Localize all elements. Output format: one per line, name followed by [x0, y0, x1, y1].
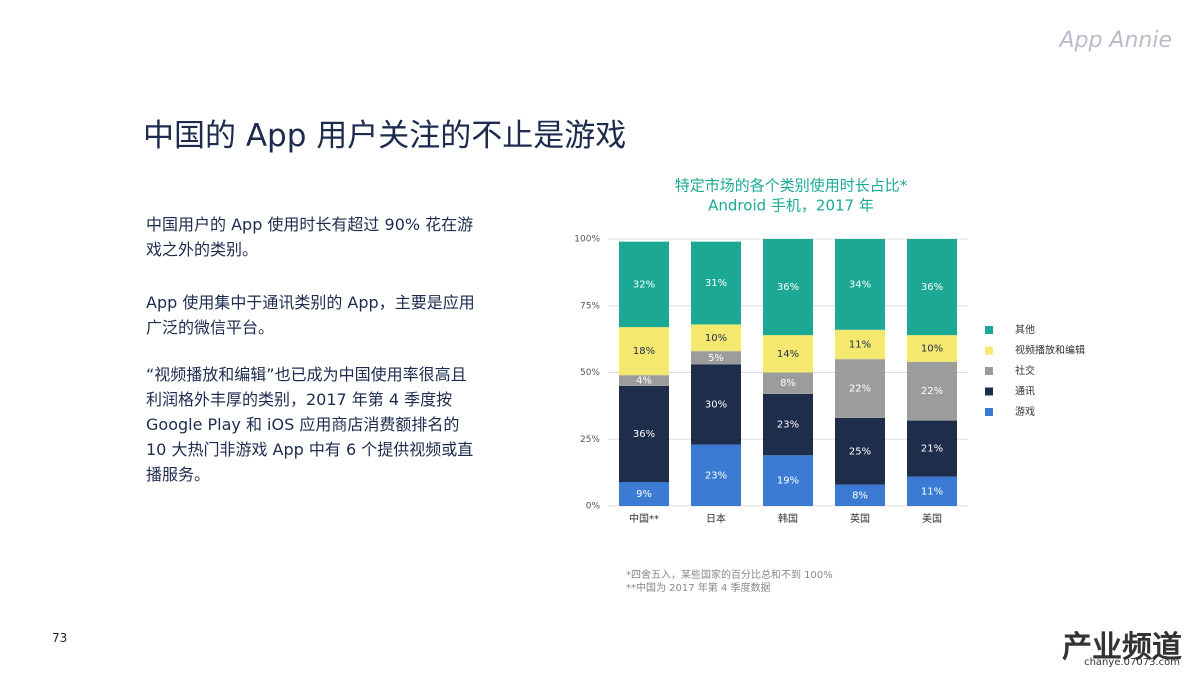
- data-label: 25%: [849, 446, 871, 457]
- watermark: chanye.07073.com: [1084, 657, 1180, 668]
- paragraph: “视频播放和编辑”也已成为中国使用率很高且利润格外丰厚的类别，2017 年第 4…: [146, 365, 474, 484]
- data-label: 36%: [921, 282, 943, 293]
- page-number: 73: [52, 631, 68, 645]
- data-label: 23%: [777, 420, 799, 431]
- x-tick-label: 美国: [922, 512, 942, 525]
- footnote: **中国为 2017 年第 4 季度数据: [626, 583, 771, 594]
- chart-title: 特定市场的各个类别使用时长占比*: [675, 177, 908, 195]
- data-label: 8%: [780, 378, 796, 389]
- bar-segment: [835, 484, 885, 506]
- data-label: 36%: [777, 282, 799, 293]
- bar-segment: [907, 335, 957, 362]
- slide-title: 中国的 App 用户关注的不止是游戏: [143, 118, 627, 154]
- data-label: 22%: [921, 386, 943, 397]
- bar-segment: [691, 324, 741, 352]
- bar-segment: [691, 351, 741, 365]
- legend-swatch: [985, 346, 993, 355]
- bar-segment: [835, 417, 885, 485]
- bar-segment: [763, 393, 813, 456]
- bar-segment: [835, 329, 885, 360]
- data-label: 11%: [849, 339, 871, 350]
- data-label: 18%: [633, 346, 655, 357]
- data-label: 36%: [633, 429, 655, 440]
- data-label: 10%: [705, 333, 727, 344]
- data-label: 4%: [636, 376, 652, 387]
- y-tick-label: 50%: [580, 368, 600, 378]
- bar-segment: [907, 361, 957, 421]
- bar-segment: [619, 241, 669, 328]
- data-label: 14%: [777, 349, 799, 360]
- data-label: 21%: [921, 444, 943, 455]
- legend-label: 游戏: [1015, 405, 1035, 418]
- y-tick-label: 0%: [586, 502, 601, 512]
- x-tick-label: 英国: [850, 512, 870, 525]
- bar-segment: [907, 420, 957, 477]
- paragraph: 中国用户的 App 使用时长有超过 90% 花在游戏之外的类别。: [146, 215, 474, 259]
- bar-segment: [835, 239, 885, 330]
- data-label: 8%: [852, 490, 868, 501]
- x-tick-label: 韩国: [778, 512, 798, 525]
- bar-segment: [619, 327, 669, 376]
- bar-segment: [763, 372, 813, 394]
- y-tick-label: 25%: [580, 435, 600, 445]
- data-label: 10%: [921, 343, 943, 354]
- data-label: 22%: [849, 384, 871, 395]
- data-label: 30%: [705, 400, 727, 411]
- bar-segment: [691, 364, 741, 445]
- chart-subtitle: Android 手机，2017 年: [708, 197, 874, 215]
- data-label: 31%: [705, 278, 727, 289]
- bar-segment: [619, 375, 669, 386]
- legend-swatch: [985, 387, 993, 396]
- footnote: *四舍五入，某些国家的百分比总和不到 100%: [626, 570, 833, 581]
- data-label: 32%: [633, 279, 655, 290]
- data-label: 5%: [708, 353, 724, 364]
- legend-swatch: [985, 408, 993, 416]
- bar-segment: [619, 385, 669, 482]
- bar-segment: [691, 444, 741, 506]
- bar-segment: [763, 335, 813, 373]
- paragraph: App 使用集中于通讯类别的 App，主要是应用广泛的微信平台。: [146, 293, 475, 337]
- x-tick-label: 中国**: [629, 512, 659, 525]
- watermark: 产业频道: [1062, 630, 1182, 665]
- legend-label: 通讯: [1015, 386, 1035, 398]
- y-tick-label: 100%: [574, 235, 600, 245]
- legend-swatch: [985, 326, 993, 334]
- bar-segment: [835, 359, 885, 418]
- x-tick-label: 日本: [706, 512, 726, 525]
- legend-swatch: [985, 367, 993, 375]
- y-tick-label: 75%: [580, 301, 600, 311]
- bar-segment: [763, 239, 813, 336]
- bar-segment: [763, 455, 813, 506]
- bar-segment: [907, 239, 957, 336]
- data-label: 34%: [849, 279, 871, 290]
- data-label: 11%: [921, 486, 943, 497]
- bar-segment: [619, 481, 669, 506]
- legend-label: 社交: [1015, 364, 1035, 377]
- legend-label: 视频播放和编辑: [1015, 344, 1085, 357]
- data-label: 9%: [636, 489, 652, 500]
- bar-segment: [907, 476, 957, 506]
- data-label: 23%: [705, 470, 727, 481]
- bar-segment: [691, 241, 741, 325]
- logo: App Annie: [1059, 28, 1172, 53]
- data-label: 19%: [777, 476, 799, 487]
- legend-label: 其他: [1015, 323, 1035, 336]
